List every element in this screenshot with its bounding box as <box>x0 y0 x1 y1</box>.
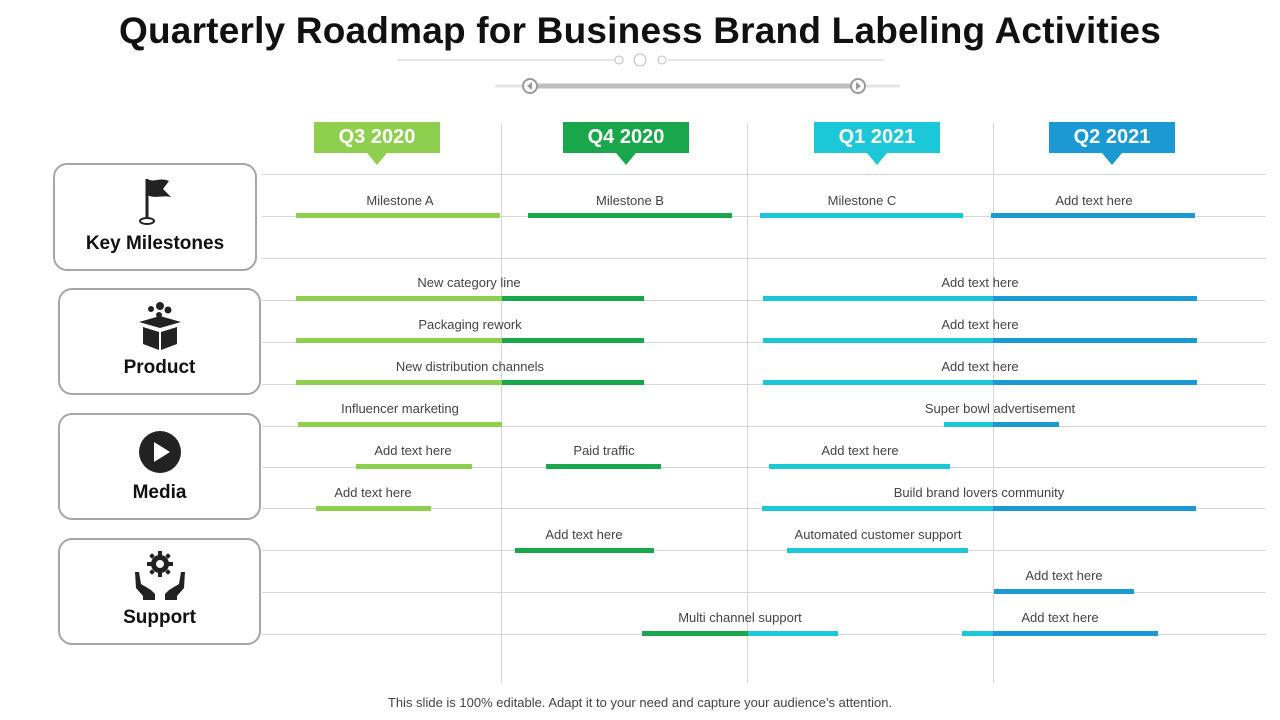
timeline-bar <box>316 506 431 511</box>
task-label: Add text here <box>1055 193 1133 208</box>
timeline-bar <box>502 380 644 385</box>
category-support: Support <box>58 538 261 645</box>
flag-icon <box>139 179 171 225</box>
task-label: Automated customer support <box>794 527 962 542</box>
timeline-bar <box>993 380 1197 385</box>
grid-line <box>262 426 1266 427</box>
timeline-bar <box>760 213 963 218</box>
task-label: Add text here <box>374 443 452 458</box>
task-label: Add text here <box>1021 610 1099 625</box>
category-label: Support <box>123 607 196 628</box>
timeline-bar <box>993 506 1196 511</box>
grid-line <box>262 550 1266 551</box>
quarter-pointer <box>616 153 636 165</box>
timeline-bar <box>502 338 644 343</box>
play-icon <box>138 431 181 473</box>
grid-line <box>262 592 1266 593</box>
task-label: Packaging rework <box>418 317 522 332</box>
timeline-bar <box>298 422 502 427</box>
task-label: Influencer marketing <box>341 401 459 416</box>
quarter-divider <box>747 123 748 683</box>
task-label: Add text here <box>334 485 412 500</box>
timeline-bar <box>502 296 644 301</box>
task-label: Milestone A <box>366 193 434 208</box>
quarter-pointer <box>867 153 887 165</box>
task-label: Add text here <box>941 359 1019 374</box>
category-key-milestones: Key Milestones <box>53 163 257 271</box>
quarter-header-q4-2020: Q4 2020 <box>563 122 689 153</box>
timeline-bar <box>515 548 654 553</box>
quarter-header-q2-2021: Q2 2021 <box>1049 122 1175 153</box>
timeline-bar <box>296 338 502 343</box>
category-label: Product <box>123 357 196 378</box>
task-label: Super bowl advertisement <box>924 401 1076 416</box>
timeline-bar <box>642 631 748 636</box>
timeline-bar <box>991 213 1195 218</box>
timeline-bar <box>356 464 472 469</box>
task-label: New distribution channels <box>395 359 545 374</box>
grid-line <box>262 258 1266 259</box>
task-label: Multi channel support <box>678 610 802 625</box>
box-icon <box>138 302 181 350</box>
gear-hands-icon <box>134 551 185 600</box>
task-label: Add text here <box>941 275 1019 290</box>
task-label: Add text here <box>821 443 899 458</box>
quarter-divider <box>993 123 994 683</box>
timeline-bar <box>296 296 502 301</box>
task-label: Paid traffic <box>573 443 635 458</box>
task-label: Add text here <box>941 317 1019 332</box>
quarter-header-q3-2020: Q3 2020 <box>314 122 440 153</box>
quarter-divider <box>501 123 502 683</box>
task-label: Build brand lovers community <box>893 485 1065 500</box>
timeline-bar <box>769 464 950 469</box>
timeline-bar <box>994 589 1134 594</box>
timeline-bar <box>993 296 1197 301</box>
title-decoration <box>397 53 900 94</box>
task-label: Milestone C <box>827 193 897 208</box>
timeline-bar <box>528 213 732 218</box>
task-label: Milestone B <box>596 193 664 208</box>
timeline-bar <box>546 464 661 469</box>
category-product: Product <box>58 288 261 395</box>
category-label: Key Milestones <box>85 233 225 254</box>
category-media: Media <box>58 413 261 520</box>
timeline-bar <box>763 296 993 301</box>
page-title: Quarterly Roadmap for Business Brand Lab… <box>119 10 1161 51</box>
quarter-pointer <box>367 153 387 165</box>
grid-line <box>262 174 1266 175</box>
timeline-bar <box>762 506 993 511</box>
timeline-bar <box>993 631 1158 636</box>
timeline-bar <box>763 380 993 385</box>
timeline-bar <box>962 631 993 636</box>
timeline-bar <box>944 422 993 427</box>
task-label: Add text here <box>1025 568 1103 583</box>
timeline-bar <box>296 380 502 385</box>
grid-line <box>262 467 1266 468</box>
quarter-pointer <box>1102 153 1122 165</box>
timeline-bar <box>763 338 993 343</box>
task-label: New category line <box>417 275 521 290</box>
timeline-bar <box>748 631 838 636</box>
footer-note: This slide is 100% editable. Adapt it to… <box>387 695 893 710</box>
category-label: Media <box>132 482 187 503</box>
timeline-bar <box>993 422 1059 427</box>
timeline-bar <box>993 338 1197 343</box>
task-label: Add text here <box>545 527 623 542</box>
timeline-bar <box>787 548 968 553</box>
quarter-header-q1-2021: Q1 2021 <box>814 122 940 153</box>
timeline-bar <box>296 213 500 218</box>
